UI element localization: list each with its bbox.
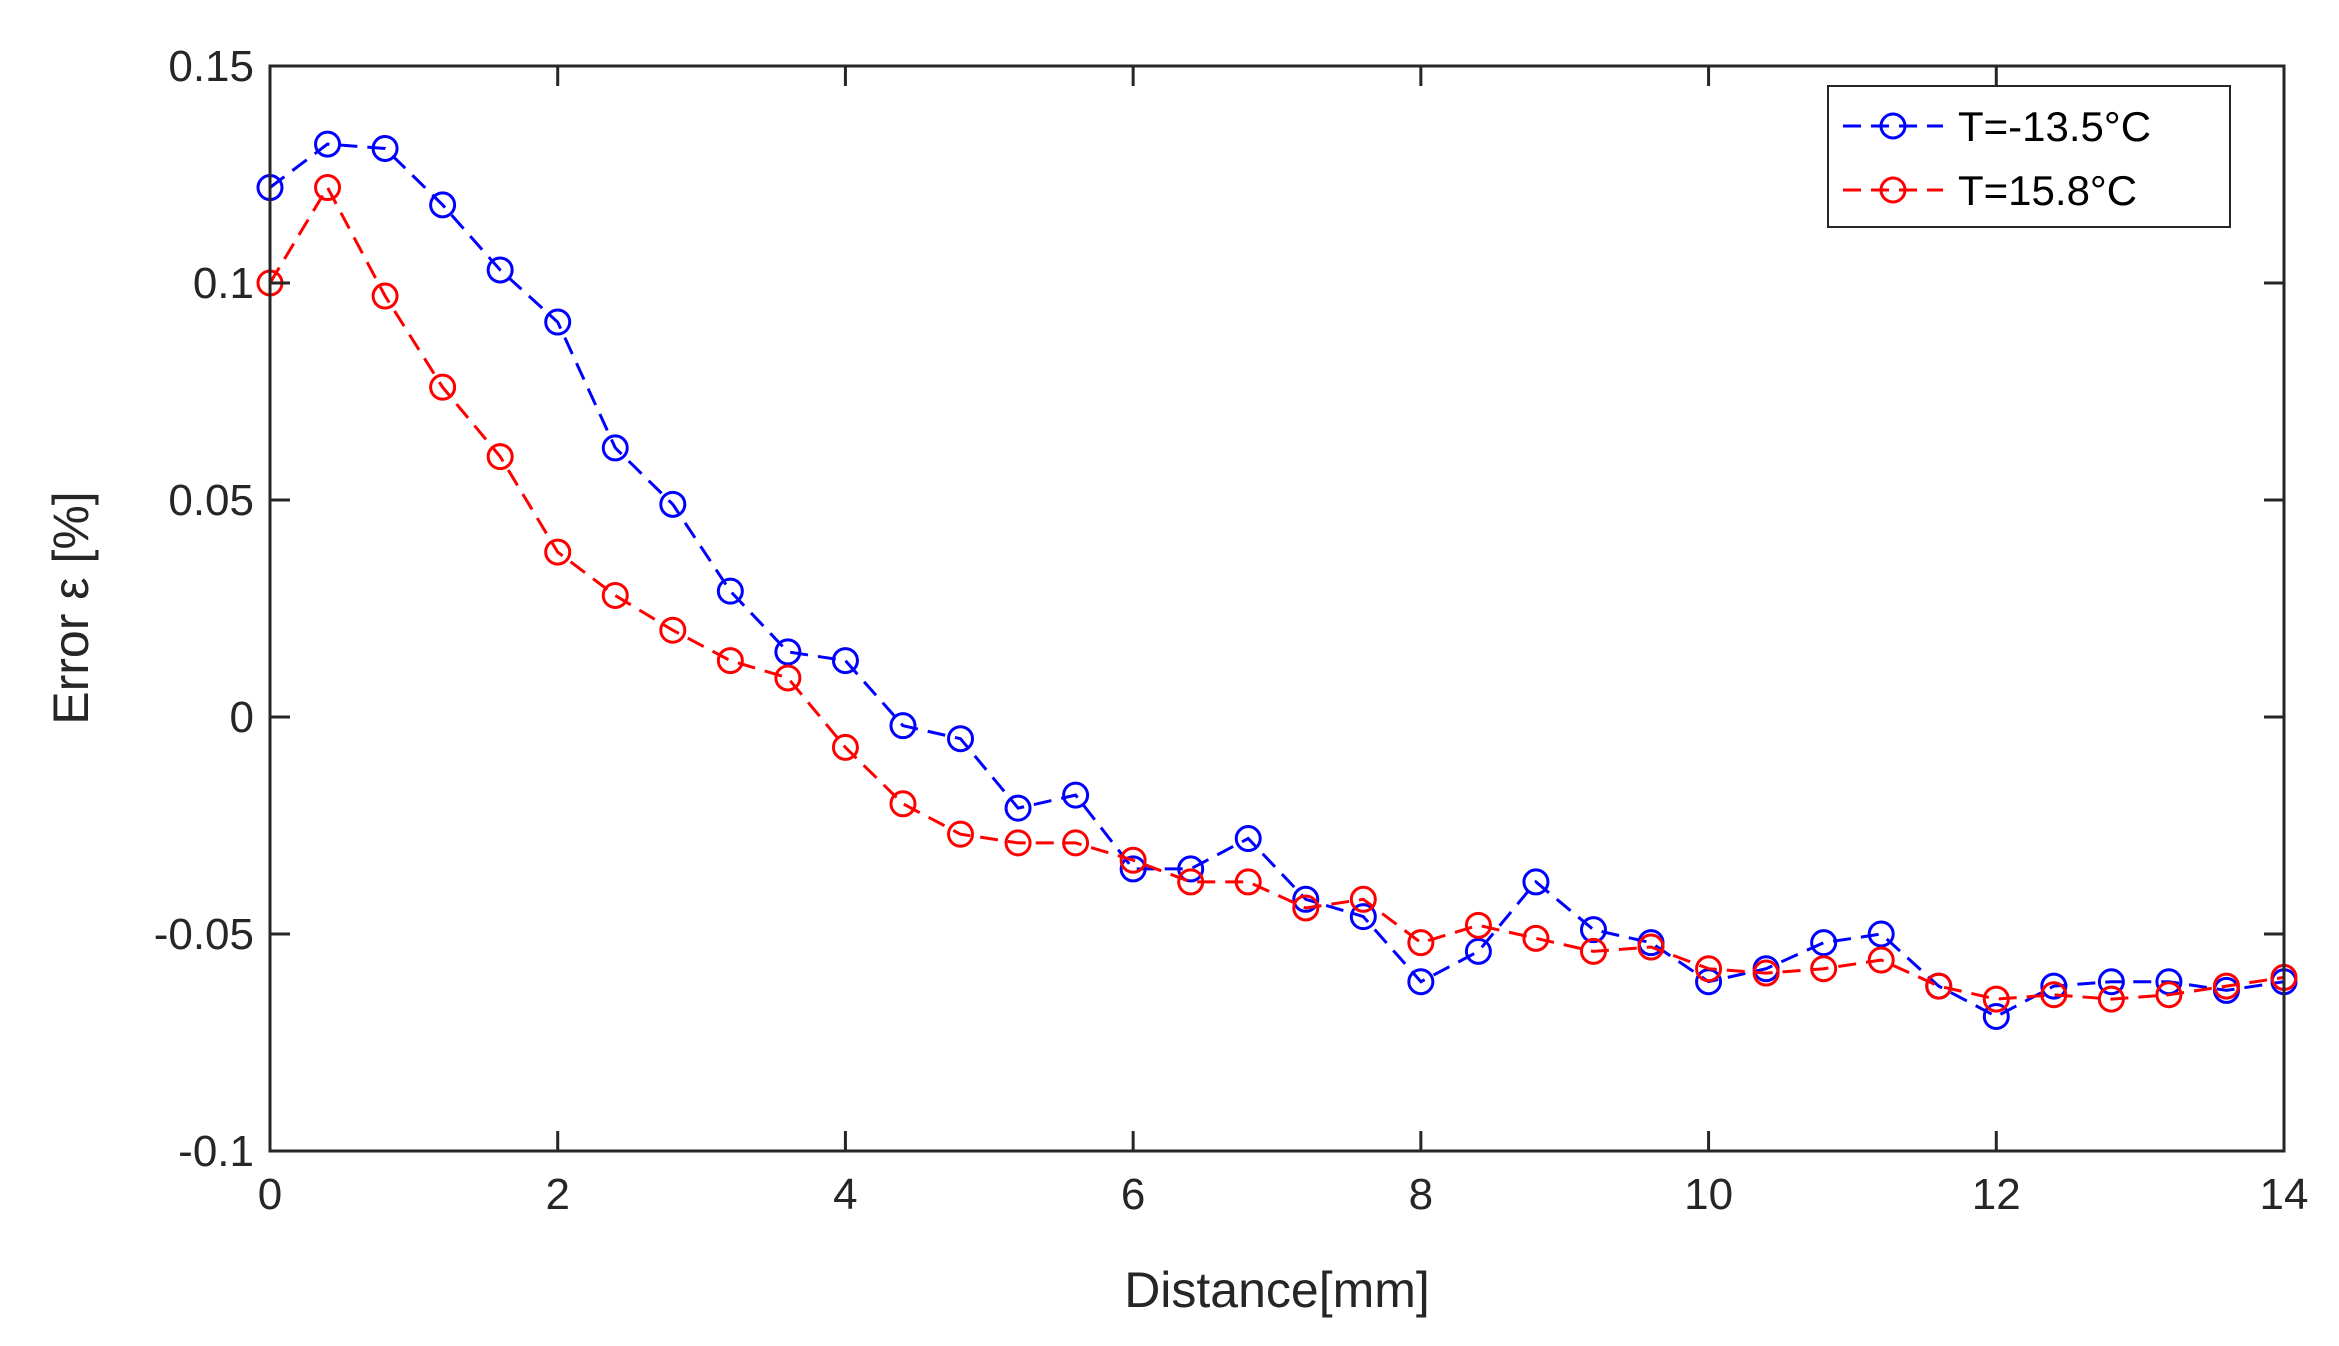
x-tick-label: 12 xyxy=(1972,1170,2021,1219)
data-point xyxy=(1522,868,1550,896)
legend-item: T=-13.5°C xyxy=(1843,103,2151,150)
data-point xyxy=(601,434,629,462)
data-point xyxy=(2212,972,2240,1000)
legend-box xyxy=(1827,85,2231,228)
legend-label: T=-13.5°C xyxy=(1958,103,2151,150)
legend-marker-swatch xyxy=(1879,112,1907,140)
data-point xyxy=(314,130,342,158)
series-2 xyxy=(256,174,2298,1013)
x-tick-label: 10 xyxy=(1684,1170,1733,1219)
x-tick-label: 0 xyxy=(258,1170,282,1219)
data-point xyxy=(486,256,514,284)
data-point xyxy=(716,647,744,675)
data-point xyxy=(1292,894,1320,922)
series-1 xyxy=(256,130,2298,1030)
y-tick-label: -0.05 xyxy=(154,910,254,959)
data-point xyxy=(947,820,975,848)
x-tick-label: 8 xyxy=(1409,1170,1433,1219)
legend-marker-swatch xyxy=(1879,176,1907,204)
data-point xyxy=(1349,885,1377,913)
data-point xyxy=(831,647,859,675)
data-point xyxy=(831,733,859,761)
data-point xyxy=(429,191,457,219)
data-point xyxy=(659,490,687,518)
data-point xyxy=(1177,855,1205,883)
data-point xyxy=(2155,981,2183,1009)
data-point xyxy=(1464,911,1492,939)
data-point xyxy=(1119,846,1147,874)
y-tick-label: 0 xyxy=(230,693,254,742)
data-point xyxy=(1925,972,1953,1000)
legend-label: T=15.8°C xyxy=(1958,167,2137,214)
legend-item: T=15.8°C xyxy=(1843,167,2137,214)
data-point xyxy=(601,581,629,609)
data-point xyxy=(1752,959,1780,987)
data-point xyxy=(1004,829,1032,857)
data-point xyxy=(659,616,687,644)
data-point xyxy=(2097,985,2125,1013)
x-tick-label: 2 xyxy=(545,1170,569,1219)
data-point xyxy=(1062,829,1090,857)
data-point xyxy=(2040,972,2068,1000)
data-point xyxy=(716,577,744,605)
data-point xyxy=(429,373,457,401)
data-point xyxy=(1062,781,1090,809)
data-point xyxy=(1982,985,2010,1013)
data-point xyxy=(544,308,572,336)
data-point xyxy=(371,134,399,162)
x-axis-ticks: 0 2 4 6 8 10 12 14 xyxy=(258,66,2309,1219)
data-point xyxy=(1982,1002,2010,1030)
y-tick-label: -0.1 xyxy=(178,1127,254,1176)
data-point xyxy=(1867,920,1895,948)
legend: T=-13.5°C T=15.8°C xyxy=(1827,85,2231,228)
y-tick-label: 0.15 xyxy=(168,42,254,91)
y-tick-label: 0.05 xyxy=(168,476,254,525)
data-point xyxy=(1349,903,1377,931)
data-point xyxy=(889,790,917,818)
legend-items: T=-13.5°C T=15.8°C xyxy=(1843,103,2151,214)
x-tick-label: 4 xyxy=(833,1170,857,1219)
data-point xyxy=(947,725,975,753)
x-tick-label: 14 xyxy=(2260,1170,2309,1219)
data-point xyxy=(1464,937,1492,965)
data-point xyxy=(1234,825,1262,853)
data-point xyxy=(1522,924,1550,952)
x-axis-label: Distance[mm] xyxy=(1124,1262,1430,1318)
data-point xyxy=(1292,885,1320,913)
data-point xyxy=(486,443,514,471)
data-point xyxy=(2097,968,2125,996)
data-point xyxy=(1004,794,1032,822)
y-axis-ticks: -0.1 -0.05 0 0.05 0.1 0.15 xyxy=(154,42,2284,1176)
series-layer xyxy=(256,130,2298,1030)
plot-area-frame xyxy=(268,64,2286,1153)
data-point xyxy=(1579,937,1607,965)
y-tick-label: 0.1 xyxy=(193,259,254,308)
data-point xyxy=(1579,916,1607,944)
data-point xyxy=(1637,933,1665,961)
data-point xyxy=(371,282,399,310)
data-point xyxy=(1407,968,1435,996)
data-point xyxy=(1867,946,1895,974)
series-line xyxy=(269,142,2285,1019)
data-point xyxy=(1695,955,1723,983)
data-point xyxy=(1810,955,1838,983)
data-point xyxy=(1407,929,1435,957)
data-point xyxy=(1119,855,1147,883)
data-point xyxy=(544,538,572,566)
data-point xyxy=(314,174,342,202)
data-point xyxy=(1177,868,1205,896)
x-tick-label: 6 xyxy=(1121,1170,1145,1219)
data-point xyxy=(2040,981,2068,1009)
data-point xyxy=(1810,929,1838,957)
data-point xyxy=(774,638,802,666)
y-axis-label: Error ε [%] xyxy=(43,491,99,724)
data-point xyxy=(1234,868,1262,896)
data-point xyxy=(889,712,917,740)
data-point xyxy=(774,664,802,692)
